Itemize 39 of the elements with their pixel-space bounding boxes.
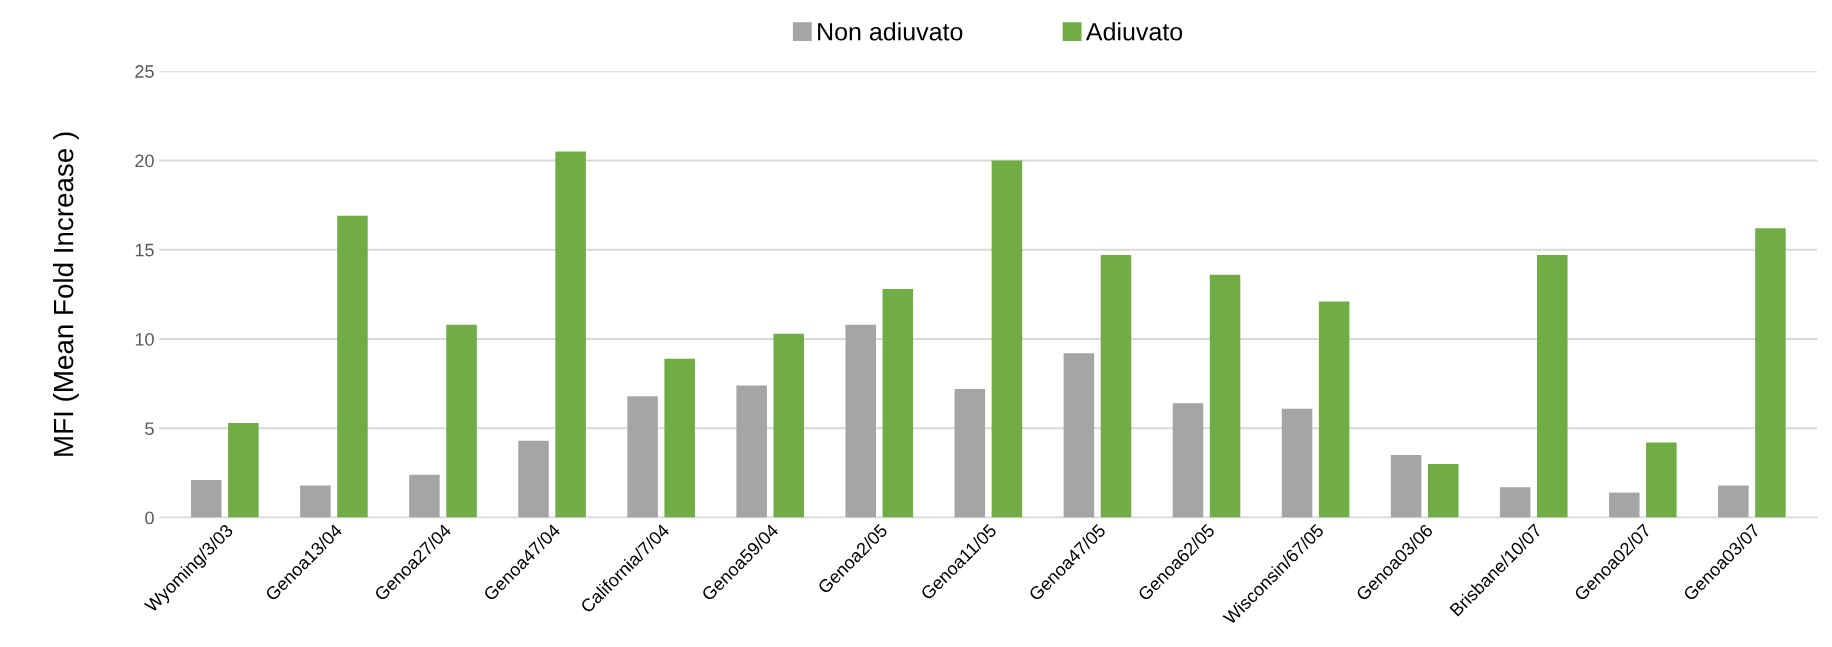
bar [1609,492,1640,518]
bar [337,215,368,518]
bar [627,396,658,518]
bar [191,480,222,518]
bar [1427,464,1459,518]
bar [300,485,331,518]
bar [954,389,986,518]
legend-label: Non adiuvato [818,22,963,41]
y-tick-label: 25 [135,65,154,78]
bar [882,289,914,518]
bar [409,474,440,518]
bar [1646,442,1677,518]
bar [555,151,586,518]
bar [1063,353,1095,518]
bar [1718,485,1749,518]
bar [1537,255,1568,518]
bar [991,160,1023,518]
y-tick-label: 10 [135,332,154,346]
legend-label: Adiuvato [1085,22,1183,41]
y-tick-label: 5 [145,422,154,436]
bar [1281,408,1313,518]
bar [1499,487,1531,518]
y-tick-label: 20 [135,154,154,168]
y-tick-label: 0 [145,511,154,525]
bar [518,440,549,518]
bar [1100,255,1132,518]
bar [773,333,805,518]
y-axis-title: MFI (Mean Fold Increase ) [52,132,79,456]
bar [736,385,767,518]
bar [1390,455,1422,518]
bar [1318,301,1350,518]
bar [664,358,695,518]
bar [1172,403,1204,518]
y-tick-label: 15 [135,243,154,257]
bar [228,422,259,518]
bar [446,324,477,518]
bar [1755,228,1786,518]
bar [845,324,877,518]
bar [1209,274,1241,518]
